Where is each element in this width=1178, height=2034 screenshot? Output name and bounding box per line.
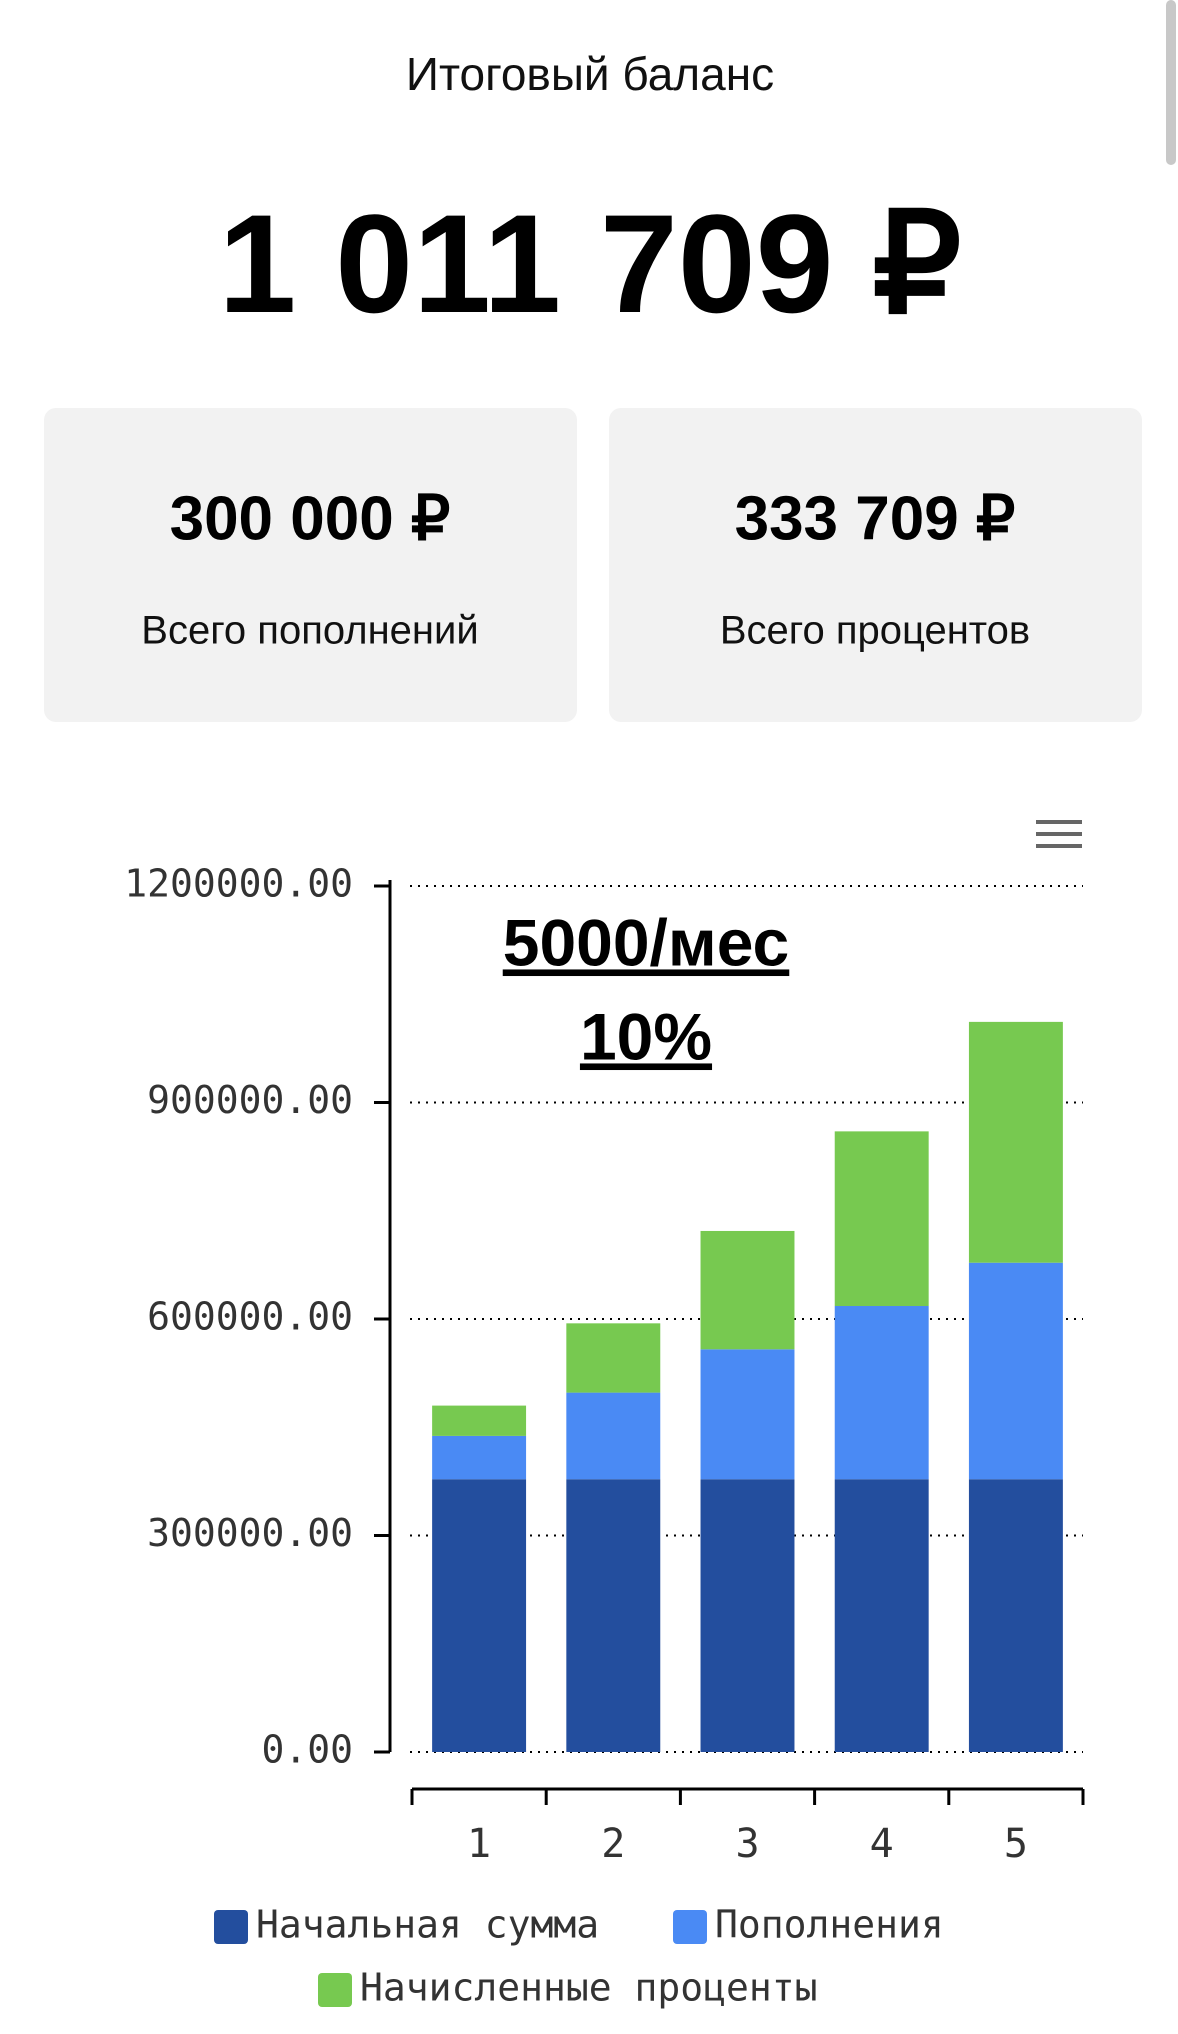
- legend-label: Пополнения: [715, 1903, 944, 1947]
- legend-label: Начальная сумма: [256, 1903, 599, 1947]
- annotation: 10%: [580, 999, 712, 1073]
- bar-segment: [968, 1479, 1063, 1752]
- bar-segment: [432, 1479, 527, 1752]
- legend-swatch: [318, 1973, 352, 2007]
- y-tick-label: 600000.00: [147, 1295, 353, 1339]
- x-tick-label: 5: [1004, 1821, 1028, 1867]
- legend-swatch: [673, 1910, 707, 1944]
- card: [609, 408, 1142, 722]
- bar-segment: [566, 1479, 661, 1752]
- x-tick-label: 3: [735, 1821, 759, 1867]
- annotation: 5000/мес: [503, 905, 790, 979]
- bar-segment: [700, 1479, 795, 1752]
- menu-button[interactable]: [1036, 820, 1082, 848]
- card-amount: 300 000 ₽: [170, 484, 451, 553]
- bar-segment: [968, 1021, 1063, 1263]
- title: Итоговый баланс: [406, 48, 774, 100]
- legend-label: Начисленные проценты: [360, 1966, 818, 2010]
- y-tick-label: 900000.00: [147, 1078, 353, 1122]
- x-tick-label: 4: [870, 1821, 894, 1867]
- legend-swatch: [214, 1910, 248, 1944]
- card-label: Всего пополнений: [141, 609, 478, 653]
- bar-segment: [432, 1435, 527, 1480]
- card: [44, 408, 577, 722]
- card-amount: 333 709 ₽: [735, 484, 1016, 553]
- bar-segment: [432, 1405, 527, 1436]
- bar-segment: [566, 1323, 661, 1393]
- y-tick-label: 300000.00: [147, 1511, 353, 1555]
- card-label: Всего процентов: [720, 609, 1030, 653]
- y-tick-label: 1200000.00: [124, 862, 353, 906]
- x-tick-label: 2: [601, 1821, 625, 1867]
- y-tick-label: 0.00: [261, 1728, 353, 1772]
- bar-segment: [834, 1306, 929, 1480]
- total: 1 011 709 ₽: [218, 185, 961, 342]
- bar-segment: [700, 1230, 795, 1350]
- bar-segment: [700, 1349, 795, 1480]
- x-tick-label: 1: [467, 1821, 491, 1867]
- scrollbar: [1166, 0, 1176, 165]
- bar-segment: [566, 1392, 661, 1480]
- bar-segment: [834, 1479, 929, 1752]
- bar-segment: [968, 1262, 1063, 1480]
- bar-segment: [834, 1131, 929, 1307]
